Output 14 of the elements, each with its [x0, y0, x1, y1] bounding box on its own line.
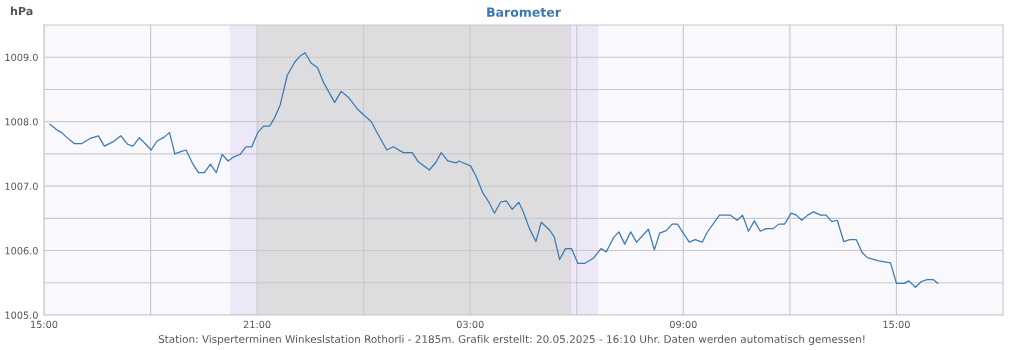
x-tick-label: 21:00 [243, 320, 271, 329]
y-tick-label: 1008.0 [5, 118, 38, 126]
y-tick-label: 1005.0 [5, 311, 38, 319]
y-tick-label: 1007.0 [5, 182, 38, 190]
x-tick-label: 15:00 [31, 320, 58, 329]
x-tick-label: 09:00 [669, 320, 697, 329]
y-axis-title: hPa [10, 6, 33, 16]
y-tick-label: 1006.0 [5, 247, 38, 255]
chart-title: Barometer [487, 7, 561, 17]
line-series [49, 52, 939, 288]
x-tick-label: 03:00 [456, 320, 484, 329]
y-tick-label: 1009.0 [5, 53, 38, 62]
text: Station: Visperterminen Winkeslstation Rothorli - 2185m. Grafik erstellt: 20.05.2025 - 16:10 Uhr. Daten werden automatisch gemessen! [158, 334, 865, 346]
x-tick-label: 15:00 [883, 320, 910, 329]
